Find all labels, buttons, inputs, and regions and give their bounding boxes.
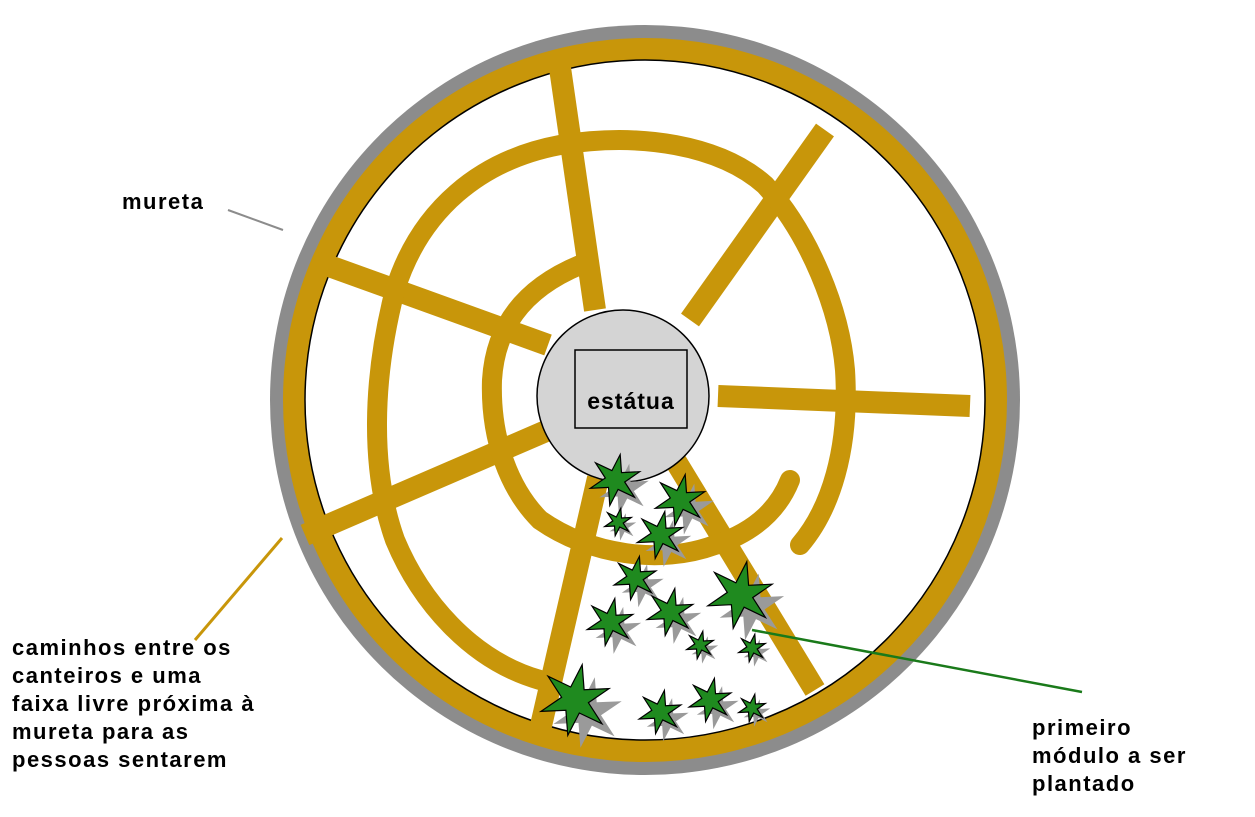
plant-leaves bbox=[736, 632, 768, 664]
module-leader-line bbox=[751, 628, 1083, 694]
plant-icon bbox=[588, 452, 649, 515]
paths-label: caminhos entre os canteiros e uma faixa … bbox=[12, 634, 255, 774]
plant-icon bbox=[736, 692, 771, 727]
paths-label-line-3: faixa livre próxima à bbox=[12, 691, 256, 716]
radial-path-ne bbox=[681, 123, 834, 327]
wall-label: mureta bbox=[122, 189, 205, 214]
plant-icon bbox=[602, 506, 637, 541]
plant-icon bbox=[637, 688, 689, 742]
radial-path-s1 bbox=[529, 475, 609, 733]
paths-label-line-2: canteiros e uma bbox=[12, 663, 203, 688]
ring-paths bbox=[367, 130, 856, 690]
plant-icon bbox=[736, 632, 771, 667]
plant-icon bbox=[653, 472, 714, 535]
plant-leaves bbox=[612, 554, 658, 602]
plant-leaves bbox=[645, 586, 695, 638]
inner-ring-path bbox=[481, 255, 800, 566]
radial-path-sw bbox=[300, 414, 565, 546]
module-label-line-2: módulo a ser bbox=[1032, 743, 1187, 768]
plant-leaves bbox=[585, 596, 635, 648]
plant-leaves bbox=[588, 452, 642, 508]
statue-label: estátua bbox=[587, 388, 675, 414]
plant-icon bbox=[684, 629, 719, 664]
plant-leaves bbox=[653, 472, 707, 528]
paths-leader-line bbox=[193, 537, 284, 641]
plant-icon bbox=[705, 559, 785, 641]
paths-label-line-5: pessoas sentarem bbox=[12, 747, 228, 772]
module-label-line-3: plantado bbox=[1032, 771, 1136, 796]
outer-ring-path bbox=[367, 130, 856, 690]
plant-leaves bbox=[736, 692, 768, 724]
paths-label-line-1: caminhos entre os bbox=[12, 635, 232, 660]
plant-icon bbox=[538, 662, 622, 748]
radial-path-n bbox=[549, 66, 606, 312]
plant-leaves bbox=[602, 506, 634, 538]
paths-label-line-4: mureta para as bbox=[12, 719, 190, 744]
plant-icon bbox=[687, 676, 739, 730]
plant-icon bbox=[645, 586, 702, 644]
plant-icon bbox=[585, 596, 642, 654]
plant-leaves bbox=[705, 559, 775, 631]
plant-leaves bbox=[538, 662, 612, 738]
plants-group bbox=[538, 452, 785, 748]
plant-icon bbox=[635, 509, 692, 567]
module-label: primeiro módulo a ser plantado bbox=[1032, 714, 1187, 798]
plant-leaves bbox=[635, 509, 685, 561]
plant-leaves bbox=[684, 629, 716, 661]
plant-leaves bbox=[687, 676, 733, 724]
wall-leader-line bbox=[227, 209, 284, 231]
statue-box bbox=[574, 349, 688, 429]
plant-leaves bbox=[637, 688, 683, 736]
module-label-line-1: primeiro bbox=[1032, 715, 1133, 740]
